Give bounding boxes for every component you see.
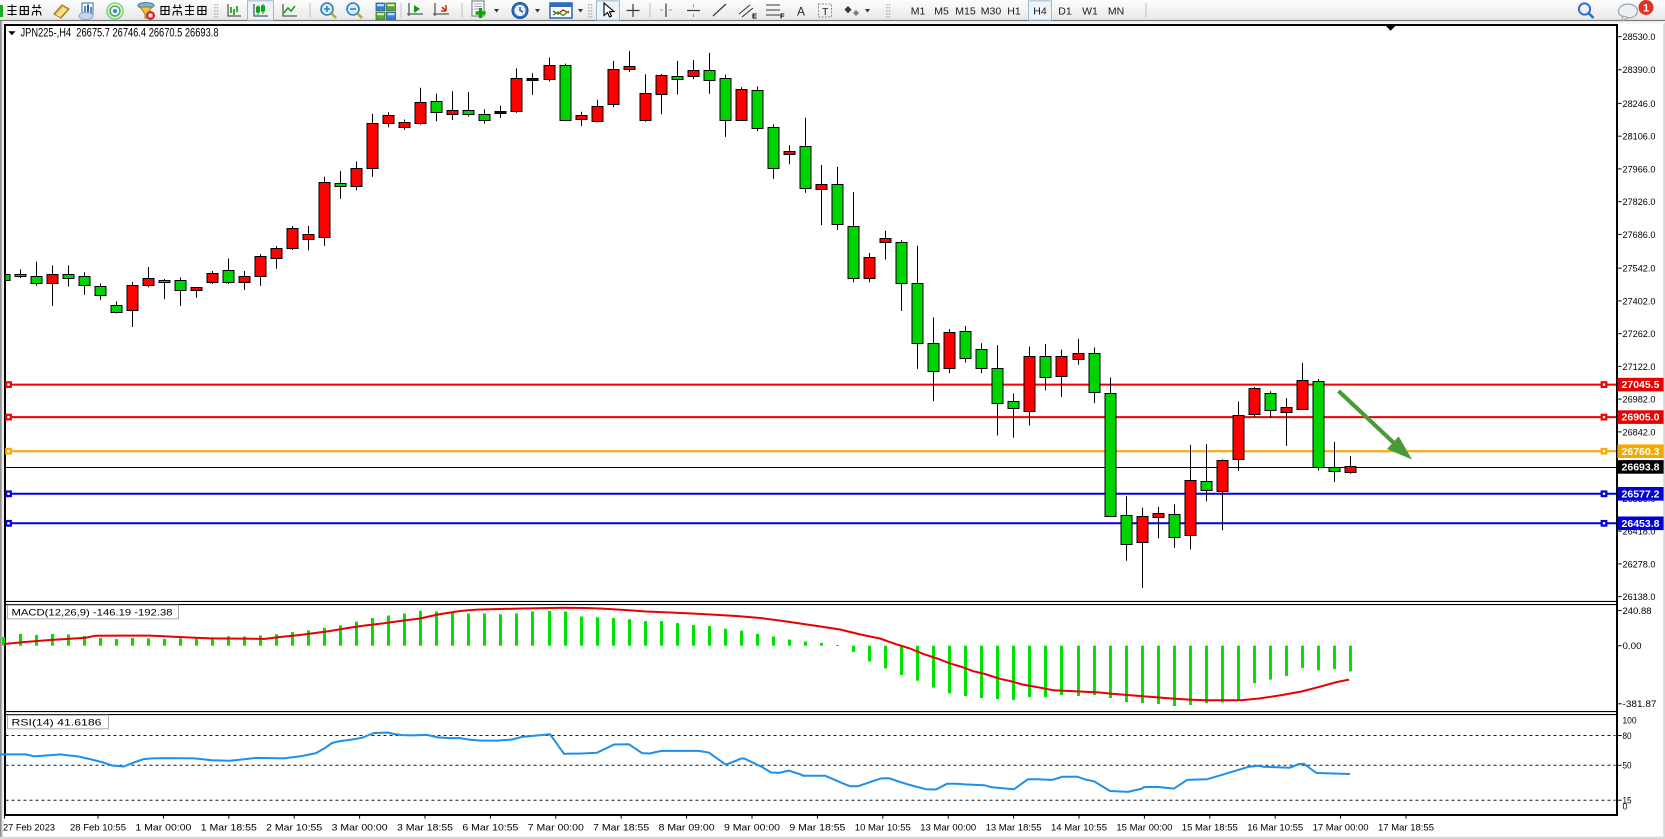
svg-text:100: 100 [1623,716,1637,727]
svg-text:8 Mar 09:00: 8 Mar 09:00 [659,823,715,834]
svg-text:M5: M5 [934,6,949,18]
svg-text:7 Mar 18:55: 7 Mar 18:55 [593,823,649,834]
svg-text:H4: H4 [1033,6,1047,18]
svg-text:15: 15 [1623,796,1632,807]
svg-text:28530.0: 28530.0 [1623,32,1656,43]
svg-text:15 Mar 18:55: 15 Mar 18:55 [1182,823,1238,834]
svg-text:JPN225-,H4 26675.7 26746.4 26: JPN225-,H4 26675.7 26746.4 26670.5 26693… [21,28,219,40]
svg-text:28106.0: 28106.0 [1623,132,1656,143]
svg-text:MN: MN [1108,6,1124,18]
svg-text:26418.0: 26418.0 [1623,527,1656,538]
svg-text:27826.0: 27826.0 [1623,197,1656,208]
svg-text:1: 1 [1643,3,1649,15]
svg-text:A: A [797,5,805,19]
svg-text:7 Mar 00:00: 7 Mar 00:00 [528,823,584,834]
svg-text:13 Mar 18:55: 13 Mar 18:55 [986,823,1042,834]
svg-text:28 Feb 10:55: 28 Feb 10:55 [70,823,126,834]
svg-text:26453.8: 26453.8 [1622,519,1660,530]
svg-text:13 Mar 00:00: 13 Mar 00:00 [920,823,976,834]
svg-text:15 Mar 00:00: 15 Mar 00:00 [1116,823,1172,834]
svg-text:MACD(12,26,9) -146.19 -192.38: MACD(12,26,9) -146.19 -192.38 [12,608,173,619]
svg-text:F: F [780,12,785,21]
svg-text:28246.0: 28246.0 [1623,99,1656,110]
svg-text:3 Mar 00:00: 3 Mar 00:00 [332,823,388,834]
svg-text:26138.0: 26138.0 [1623,592,1656,603]
svg-text:3 Mar 18:55: 3 Mar 18:55 [397,823,453,834]
svg-text:26905.0: 26905.0 [1622,413,1660,424]
svg-text:-381.87: -381.87 [1623,699,1657,710]
svg-text:26693.8: 26693.8 [1622,463,1660,474]
svg-text:1 Mar 00:00: 1 Mar 00:00 [135,823,191,834]
svg-text:27402.0: 27402.0 [1623,296,1656,307]
svg-text:M15: M15 [955,6,976,18]
svg-text:2 Mar 10:55: 2 Mar 10:55 [266,823,322,834]
svg-text:28390.0: 28390.0 [1623,65,1656,76]
svg-text:E: E [752,12,757,21]
svg-text:26842.0: 26842.0 [1623,427,1656,438]
svg-text:1 Mar 18:55: 1 Mar 18:55 [201,823,257,834]
svg-text:W1: W1 [1082,6,1098,18]
svg-text:16 Mar 10:55: 16 Mar 10:55 [1247,823,1303,834]
svg-text:17 Mar 00:00: 17 Mar 00:00 [1313,823,1369,834]
svg-text:27 Feb 2023: 27 Feb 2023 [3,823,55,834]
svg-text:T: T [822,6,829,18]
svg-text:0: 0 [1623,802,1628,813]
svg-text:26577.2: 26577.2 [1622,489,1660,500]
svg-text:26982.0: 26982.0 [1623,395,1656,406]
svg-text:M30: M30 [981,6,1002,18]
svg-text:27542.0: 27542.0 [1623,264,1656,275]
svg-text:M1: M1 [911,6,926,18]
svg-text:17 Mar 18:55: 17 Mar 18:55 [1378,823,1434,834]
svg-text:14 Mar 10:55: 14 Mar 10:55 [1051,823,1107,834]
svg-text:RSI(14) 41.6186: RSI(14) 41.6186 [12,718,102,729]
svg-text:27262.0: 27262.0 [1623,329,1656,340]
svg-text:6 Mar 10:55: 6 Mar 10:55 [462,823,518,834]
svg-text:50: 50 [1623,761,1632,772]
svg-text:240.88: 240.88 [1623,606,1652,617]
svg-text:9 Mar 18:55: 9 Mar 18:55 [789,823,845,834]
svg-text:80: 80 [1623,731,1632,742]
svg-text:27966.0: 27966.0 [1623,164,1656,175]
svg-text:26760.3: 26760.3 [1622,447,1660,458]
svg-text:D1: D1 [1058,6,1072,18]
svg-text:H1: H1 [1007,6,1021,18]
svg-text:9 Mar 00:00: 9 Mar 00:00 [724,823,780,834]
svg-text:27045.5: 27045.5 [1622,380,1660,391]
svg-text:27686.0: 27686.0 [1623,230,1656,241]
svg-text:27122.0: 27122.0 [1623,362,1656,373]
svg-text:26278.0: 26278.0 [1623,559,1656,570]
svg-text:10 Mar 10:55: 10 Mar 10:55 [855,823,911,834]
svg-text:0.00: 0.00 [1623,641,1642,652]
